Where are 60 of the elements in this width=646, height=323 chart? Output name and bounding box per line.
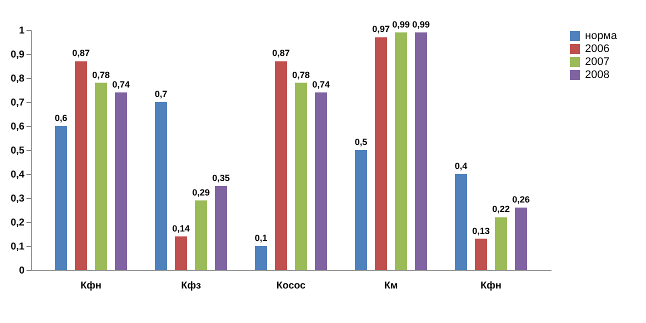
data-label: 0,14 (172, 223, 190, 234)
data-label: 0,4 (454, 161, 468, 171)
x-tick-label: Кфн (80, 280, 102, 292)
data-label: 0,99 (412, 19, 430, 30)
bar (175, 236, 187, 270)
data-label: 0,26 (512, 194, 530, 205)
bar (315, 92, 327, 270)
y-tick-label: 0,5 (10, 146, 25, 156)
x-tick-label: Кфз (181, 280, 201, 292)
x-tick-label: Кфн (480, 280, 502, 292)
data-label: 0,99 (392, 19, 410, 30)
bar (355, 150, 367, 270)
bar (155, 102, 167, 270)
bar (455, 174, 467, 270)
y-tick-label: 0,9 (10, 50, 25, 60)
data-label: 0,78 (292, 70, 310, 80)
bar (415, 32, 427, 270)
y-tick-label: 0,8 (10, 74, 25, 84)
y-tick-label: 0,7 (10, 98, 25, 108)
bar (275, 61, 287, 270)
bar (195, 200, 207, 270)
bar (215, 186, 227, 270)
y-tick-label: 0 (18, 266, 25, 276)
data-label: 0,13 (472, 226, 490, 236)
y-tick-label: 0,4 (10, 170, 25, 180)
bar (115, 92, 127, 270)
y-tick-label: 0,2 (10, 218, 25, 228)
data-label: 0,97 (372, 24, 390, 34)
x-tick-label: Косос (276, 280, 306, 292)
bar (395, 32, 407, 270)
data-label: 0,87 (272, 48, 290, 58)
data-label: 0,74 (312, 79, 330, 90)
legend-label: 2007 (585, 56, 610, 68)
bar (475, 238, 487, 270)
y-tick-label: 1 (18, 26, 25, 36)
legend-label: 2008 (585, 69, 610, 81)
legend-label: норма (585, 30, 618, 42)
data-label: 0,78 (92, 70, 110, 80)
data-label: 0,5 (354, 137, 368, 147)
bar (75, 61, 87, 270)
data-label: 0,29 (192, 187, 210, 198)
data-label: 0,35 (212, 173, 230, 183)
bar (295, 82, 307, 270)
bar (55, 126, 67, 270)
data-label: 0,7 (154, 89, 168, 99)
data-label: 0,22 (492, 204, 510, 214)
bar (255, 246, 267, 270)
data-label: 0,74 (112, 79, 130, 90)
bar (375, 37, 387, 270)
data-label: 0,6 (54, 113, 68, 123)
data-label: 0,1 (254, 233, 268, 243)
y-tick-label: 0,3 (10, 194, 25, 204)
bar (515, 208, 527, 270)
bar (495, 217, 507, 270)
data-label: 0,87 (72, 48, 90, 58)
y-tick-label: 0,6 (10, 122, 25, 132)
y-tick-label: 0,1 (10, 242, 25, 252)
x-tick-label: Км (384, 280, 398, 292)
bar (95, 82, 107, 270)
legend-label: 2006 (585, 43, 610, 55)
